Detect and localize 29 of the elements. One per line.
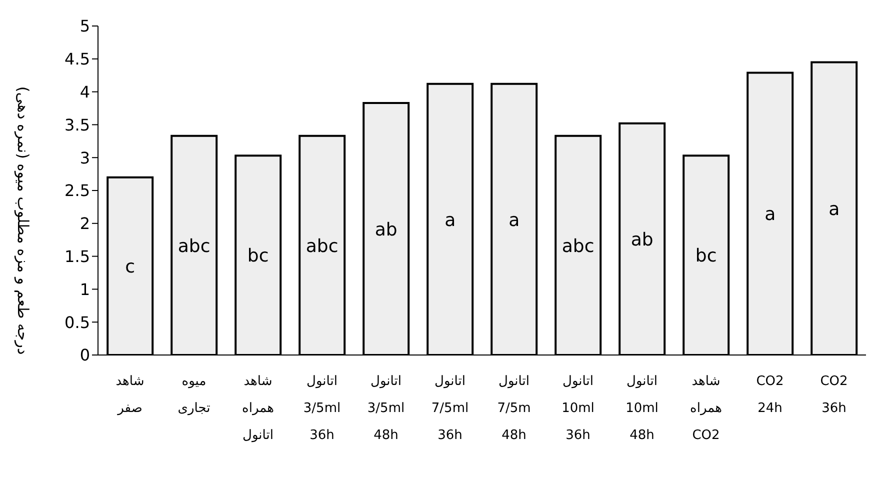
y-tick-label: 0 (80, 346, 90, 365)
data-label: bc (247, 246, 269, 267)
x-tick-label: CO2 24h (756, 374, 784, 416)
data-label: abc (306, 236, 338, 257)
data-label: c (125, 256, 136, 278)
data-label: a (508, 210, 520, 231)
data-label: a (444, 210, 456, 231)
y-tick-label: 3.5 (64, 115, 90, 134)
y-tick-label: 5 (80, 16, 90, 36)
x-tick-label: میوه تجاری (178, 374, 211, 416)
data-label: ab (374, 219, 398, 240)
x-tick-label: شاهد صفر (116, 374, 144, 416)
data-label: abc (178, 236, 210, 257)
data-label: a (828, 198, 840, 220)
y-tick-label: 2 (80, 214, 90, 234)
y-tick-label: 4.5 (64, 50, 90, 69)
y-axis-title: درجه طعم و مزه مطلوب میوه (نمره دهی) (14, 86, 32, 355)
y-tick-label: 0.5 (64, 312, 90, 332)
data-label: bc (695, 246, 717, 267)
y-tick-label: 2.5 (64, 181, 90, 200)
data-label: ab (630, 230, 654, 251)
x-tick-label: CO2 36h (820, 374, 848, 416)
data-label: a (764, 204, 776, 226)
y-tick-label: 1 (80, 280, 90, 299)
data-label: abc (562, 236, 594, 257)
x-tick-label: شاهد همراه اتانول (242, 374, 274, 443)
y-tick-label: 4 (80, 82, 90, 102)
y-tick-label: 3 (80, 148, 90, 168)
y-tick-label: 1.5 (64, 246, 90, 266)
